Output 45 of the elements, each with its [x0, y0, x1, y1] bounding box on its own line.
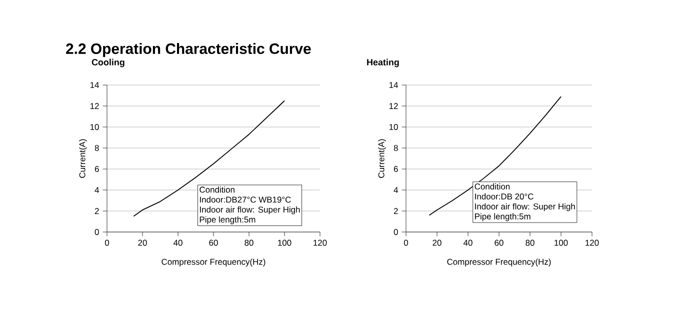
y-tick-label: 12	[389, 103, 398, 109]
x-tick-label: 120	[314, 240, 327, 246]
y-tick-label: 8	[94, 145, 99, 151]
x-tick-label: 120	[586, 240, 599, 246]
chart-subtitle: Heating	[367, 58, 399, 68]
y-axis-title: Current(A)	[378, 139, 386, 178]
x-axis-title: Compressor Frequency(Hz)	[447, 258, 551, 266]
y-tick-label: 2	[94, 208, 99, 214]
x-tick-label: 40	[463, 240, 472, 246]
annotation: Indoor air flow: Super High	[200, 206, 300, 214]
annotation: Indoor:DB27°C WB19°C	[200, 196, 291, 203]
chart-subtitle: Cooling	[92, 58, 124, 68]
x-tick-label: 40	[173, 240, 182, 246]
y-tick-label: 4	[394, 187, 398, 193]
annotation: Condition	[200, 186, 234, 193]
y-tick-label: 4	[94, 187, 99, 193]
chart-title: 2.2 Operation Characteristic Curve	[66, 43, 311, 57]
y-tick-label: 6	[394, 166, 398, 172]
y-tick-label: 12	[90, 103, 99, 109]
x-tick-label: 20	[432, 240, 442, 246]
y-tick-label: 2	[394, 208, 398, 214]
y-tick-label: 10	[90, 124, 99, 130]
x-tick-label: 20	[138, 240, 147, 246]
y-tick-label: 6	[94, 166, 99, 172]
annotation: Condition	[474, 183, 510, 190]
annotation: Pipe length:5m	[475, 213, 530, 222]
x-tick-label: 60	[494, 240, 504, 246]
x-tick-label: 0	[404, 240, 408, 246]
x-axis-title: Compressor Frequency(Hz)	[162, 258, 266, 266]
annotation: Indoor:DB 20°C	[475, 193, 534, 200]
y-tick-label: 0	[394, 229, 398, 235]
x-tick-label: 80	[526, 240, 534, 246]
annotation: Pipe length:5m	[200, 216, 256, 224]
y-axis-title: Current(A)	[79, 139, 87, 178]
y-tick-label: 14	[389, 82, 398, 88]
x-tick-label: 100	[278, 240, 292, 246]
x-tick-label: 0	[104, 240, 110, 246]
y-tick-label: 0	[94, 229, 99, 235]
x-tick-label: 60	[209, 240, 218, 246]
y-tick-label: 8	[394, 145, 398, 151]
y-tick-label: 14	[90, 82, 99, 88]
x-tick-label: 100	[554, 240, 568, 246]
y-tick-label: 10	[389, 124, 398, 130]
annotation: Indoor air flow: Super High	[475, 203, 575, 212]
x-tick-label: 80	[244, 240, 254, 246]
